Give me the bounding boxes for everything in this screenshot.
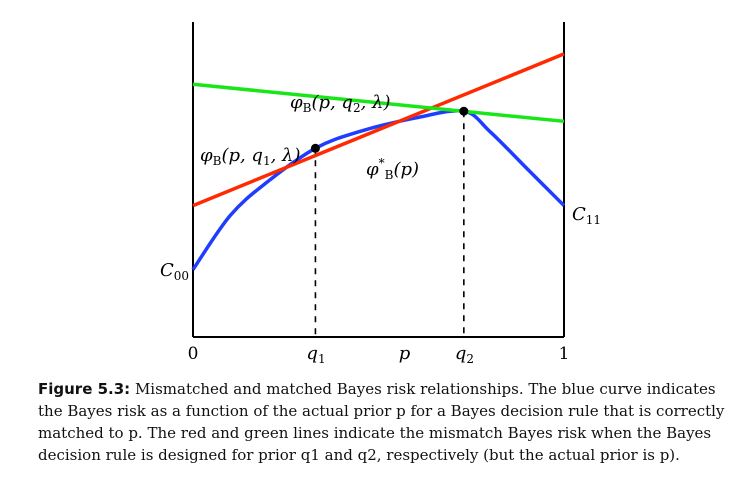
bayes-risk-chart: φB(p, q2, λ) φB(p, q1, λ) φ*B(p) C00 C11 0 q1 p… (160, 22, 601, 366)
x-tick-label-q1: q1 (306, 343, 325, 366)
x-tick-label-q2: q2 (455, 343, 474, 366)
label-c00: C00 (160, 260, 189, 283)
chart-labels: φB(p, q2, λ) φB(p, q1, λ) φ*B(p) C00 C11 0 q1 p… (160, 92, 601, 366)
figure-caption: Figure 5.3: Mismatched and matched Bayes… (38, 378, 728, 466)
caption-label: Figure 5.3: (38, 380, 131, 398)
series-layer (191, 52, 566, 271)
mismatch-line-q2 (192, 82, 565, 124)
mismatch-line-q1 (192, 52, 565, 208)
q1-tangent-point (310, 143, 320, 153)
caption-text: Mismatched and matched Bayes risk relati… (38, 380, 725, 464)
plot-axes (192, 22, 565, 338)
guide-lines (314, 111, 465, 337)
x-tick-label-1: 1 (559, 344, 570, 364)
bayes-risk-curve (191, 108, 566, 271)
x-tick-label-p: p (399, 343, 411, 364)
q2-tangent-point (459, 106, 469, 116)
tangent-points (310, 106, 469, 153)
label-phi-q2: φB(p, q2, λ) (290, 92, 390, 115)
label-phi-q1: φB(p, q1, λ) (200, 145, 300, 168)
label-phi-star: φ*B(p) (366, 156, 419, 182)
label-c11: C11 (572, 204, 601, 227)
x-tick-label-0: 0 (188, 344, 199, 364)
